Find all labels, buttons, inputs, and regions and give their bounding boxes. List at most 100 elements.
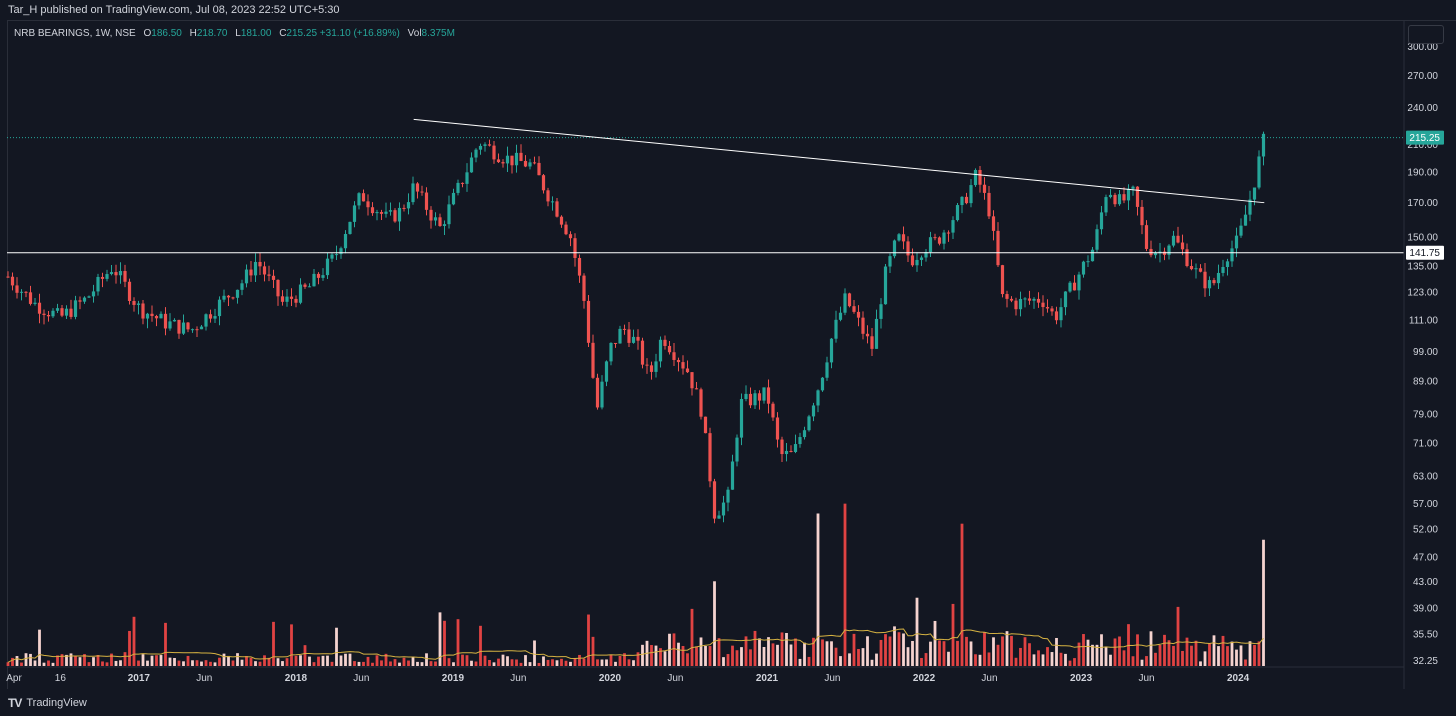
candle-body (24, 291, 28, 293)
candle-body (919, 257, 924, 260)
candle (168, 313, 172, 331)
volume-bar (1037, 650, 1040, 666)
candle (375, 209, 379, 221)
volume-bar (587, 614, 590, 666)
candle-body (910, 255, 915, 266)
volume-bar (816, 513, 820, 666)
candle-body (177, 319, 181, 334)
volume-bar (132, 616, 136, 666)
candle-body (784, 450, 789, 455)
candle (1176, 226, 1180, 244)
candle (577, 254, 582, 283)
volume-bar (420, 662, 424, 666)
volume-bar (110, 653, 113, 666)
candle-body (118, 271, 123, 276)
candle (771, 401, 775, 421)
candle-body (991, 216, 996, 231)
candle (1185, 243, 1189, 268)
candle (298, 278, 303, 305)
candle (19, 289, 24, 301)
volume-bar (321, 655, 325, 666)
price-tick-label: 135.00 (1407, 262, 1438, 273)
volume-label: Vol (407, 28, 422, 39)
candle (343, 230, 348, 254)
candle-body (1230, 248, 1234, 262)
volume-bar (452, 662, 455, 666)
low-value: 181.00 (240, 28, 272, 39)
candle-body (100, 276, 105, 279)
candle (258, 252, 262, 276)
volume-bar (753, 630, 757, 666)
candle (892, 239, 897, 259)
time-axis[interactable]: Apr 16 2017 Jun 2018 Jun 2019 Jun 2020 Jun 2021 Jun… (6, 673, 1249, 684)
candle (402, 204, 406, 212)
volume-bar (218, 657, 221, 666)
candle-body (208, 314, 213, 319)
candle (834, 310, 838, 343)
candle (33, 298, 37, 306)
candle (681, 355, 685, 375)
volume-bar (1199, 661, 1202, 666)
candle-body (789, 450, 793, 452)
candle (1027, 290, 1032, 305)
time-tick-label: Jun (981, 673, 997, 684)
price-axis[interactable]: 300.00 270.00 240.00 210.00 190.00 170.00 150.… (1407, 42, 1438, 667)
volume-bar (767, 637, 770, 666)
time-tick-label: Apr (6, 673, 22, 684)
volume-bar (1104, 647, 1108, 666)
volume-bar (744, 636, 748, 666)
volume-bar (137, 660, 140, 666)
chart-settings-button[interactable] (1408, 25, 1444, 44)
candle-body (1027, 298, 1032, 301)
candle-body (753, 393, 757, 406)
volume-bar (1145, 656, 1148, 666)
volume-bar (74, 655, 77, 666)
candle-body (447, 204, 451, 225)
candle (226, 295, 231, 307)
candle (1054, 306, 1059, 325)
volume-bar (542, 656, 545, 666)
candle (595, 373, 600, 410)
candle (37, 293, 42, 324)
candle (357, 192, 361, 210)
candle (528, 158, 532, 170)
candle (460, 182, 465, 188)
volume-bar (591, 636, 595, 666)
candle (928, 231, 933, 258)
candle (609, 342, 613, 366)
candle-body (667, 345, 672, 353)
candle (42, 309, 46, 325)
candle-body (933, 237, 937, 239)
candle (1032, 297, 1036, 309)
candle-body (1072, 282, 1077, 291)
trendline[interactable] (413, 118, 1265, 204)
volume-bar (839, 656, 842, 666)
volume-bar (875, 653, 878, 666)
candle-body (150, 313, 154, 317)
chart-pane[interactable] (7, 20, 1456, 689)
volume-bar (965, 636, 968, 666)
volume-bar (83, 654, 86, 666)
candle-body (892, 240, 897, 257)
volume-bar (803, 642, 806, 666)
volume-bar (434, 661, 437, 666)
price-tick-label: 150.00 (1407, 233, 1438, 244)
tradingview-logo: TV TradingView (8, 696, 87, 710)
candle (1126, 184, 1131, 211)
volume-bar (933, 620, 937, 666)
candle-body (622, 328, 627, 330)
candle (465, 163, 469, 192)
volume-bar (497, 658, 500, 666)
candle (69, 299, 73, 320)
volume-bar (1217, 646, 1220, 666)
candle (726, 486, 730, 512)
volume-bar (951, 603, 955, 666)
volume-bar (416, 661, 419, 666)
candle-body (1108, 194, 1113, 198)
candle-body (1135, 186, 1140, 207)
volume-bar (87, 662, 91, 666)
candle (492, 140, 496, 164)
volume-bar (159, 655, 163, 666)
candle (555, 197, 559, 218)
